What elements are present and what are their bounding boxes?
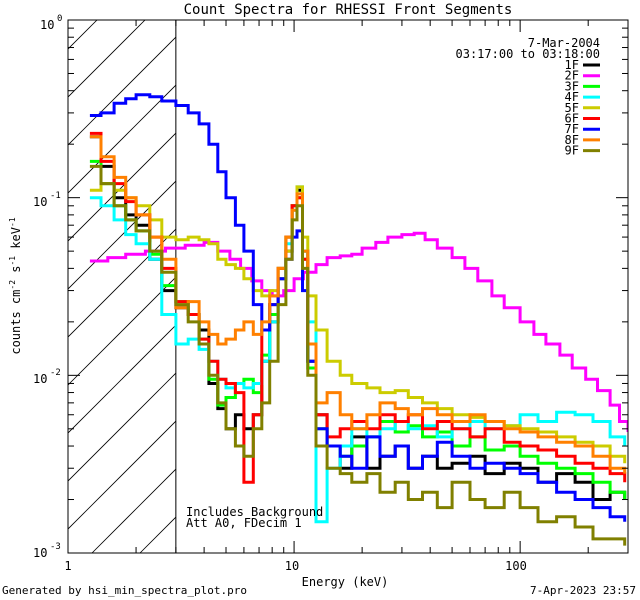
hatch-line bbox=[68, 228, 176, 338]
series-9F-line bbox=[89, 164, 627, 546]
annotation-background: Includes Background bbox=[186, 505, 323, 519]
hatch-line bbox=[0, 13, 8, 553]
annotation-attenuator: Att A0, FDecim 1 bbox=[186, 516, 302, 530]
y-tick-base: 10 bbox=[33, 195, 47, 209]
hatch-line bbox=[524, 13, 640, 553]
hatch-line bbox=[91, 468, 176, 553]
hatch-line bbox=[68, 20, 146, 98]
y-axis-label-sup3: -1 bbox=[8, 217, 17, 227]
hatch-lines bbox=[0, 13, 640, 553]
hatch-line bbox=[68, 180, 176, 290]
y-axis-label-end: keV bbox=[9, 227, 23, 256]
hatched-region bbox=[0, 13, 640, 553]
hatch-line bbox=[380, 13, 640, 553]
axis-ticks bbox=[67, 19, 629, 554]
y-tick-exp: -1 bbox=[50, 191, 61, 201]
hatch-line bbox=[236, 13, 640, 553]
hatch-line bbox=[68, 276, 176, 386]
y-tick-base: 10 bbox=[33, 372, 47, 386]
series-group bbox=[89, 93, 628, 546]
x-axis-label: Energy (keV) bbox=[302, 575, 389, 589]
y-tick-label-0.001: 10 -3 bbox=[33, 542, 61, 560]
hatch-line bbox=[476, 13, 640, 553]
y-tick-exp: -3 bbox=[50, 542, 61, 552]
y-tick-exp: -2 bbox=[50, 368, 61, 378]
time-range-label: 03:17:00 to 03:18:00 bbox=[456, 47, 601, 61]
legend-label-2F: 2F bbox=[565, 69, 579, 83]
legend-label-3F: 3F bbox=[565, 79, 579, 93]
legend-label-1F: 1F bbox=[565, 58, 579, 72]
chart-title: Count Spectra for RHESSI Front Segments bbox=[184, 2, 513, 18]
hatch-line bbox=[428, 13, 640, 553]
y-tick-base: 10 bbox=[40, 18, 54, 32]
footer-generated-by: Generated by hsi_min_spectra_plot.pro bbox=[2, 584, 247, 597]
hatch-line bbox=[572, 13, 640, 553]
y-axis-label-mid: s bbox=[9, 266, 23, 280]
hatch-line bbox=[68, 372, 176, 482]
svg-text:counts cm-2 s-1 keV-1: counts cm-2 s-1 keV-1 bbox=[8, 217, 23, 354]
x-tick-label-1: 1 bbox=[64, 559, 71, 573]
footer-timestamp: 7-Apr-2023 23:57 bbox=[530, 584, 636, 597]
date-label: 7-Mar-2004 bbox=[528, 36, 600, 50]
legend-label-6F: 6F bbox=[565, 112, 579, 126]
series-2F-line bbox=[89, 231, 628, 432]
y-axis-label-sup1: -2 bbox=[8, 280, 17, 290]
legend-label-8F: 8F bbox=[565, 133, 579, 147]
legend-label-5F: 5F bbox=[565, 101, 579, 115]
legend-label-4F: 4F bbox=[565, 90, 579, 104]
hatch-line bbox=[284, 13, 640, 553]
hatch-line bbox=[620, 13, 640, 553]
y-tick-label-0.01: 10 -2 bbox=[33, 368, 61, 386]
plot-frame bbox=[67, 19, 629, 554]
x-tick-label-10: 10 bbox=[285, 559, 299, 573]
hatch-line bbox=[68, 36, 176, 146]
hatch-line bbox=[68, 420, 176, 530]
y-tick-base: 10 bbox=[33, 546, 47, 560]
y-axis-label-main: counts cm bbox=[9, 290, 23, 355]
y-axis-label-sup2: -1 bbox=[8, 256, 17, 266]
y-tick-label-0.1: 10 -1 bbox=[33, 191, 61, 209]
y-tick-label-1: 10 0 bbox=[40, 14, 62, 32]
x-tick-label-100: 100 bbox=[505, 559, 527, 573]
legend-label-7F: 7F bbox=[565, 122, 579, 136]
legend-label-9F: 9F bbox=[565, 144, 579, 158]
y-axis-label: counts cm-2 s-1 keV-1 bbox=[8, 217, 23, 354]
hatch-line bbox=[68, 84, 176, 194]
series-7F-line bbox=[89, 93, 627, 522]
y-tick-exp: 0 bbox=[57, 14, 62, 24]
